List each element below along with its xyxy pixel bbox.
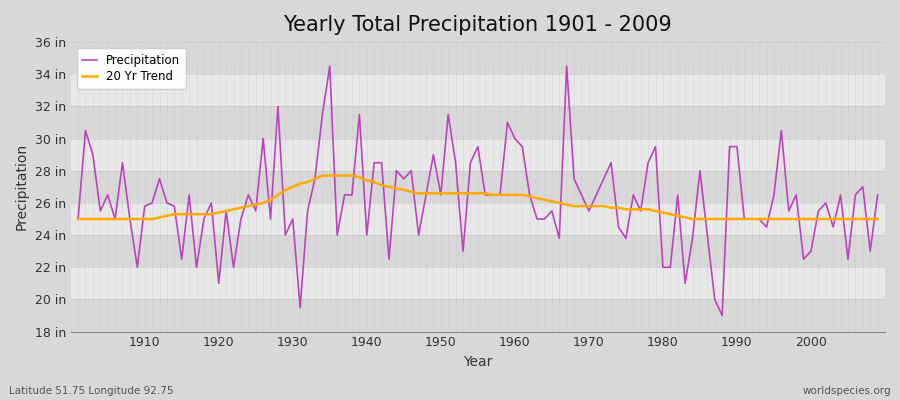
Precipitation (73, 217, 84, 222)
Y-axis label: Precipitation: Precipitation (15, 143, 29, 230)
Bar (71, 139, 885, 171)
20 Yr Trend (73, 217, 84, 222)
Bar (71, 235, 885, 267)
Bar (71, 106, 885, 139)
20 Yr Trend (872, 217, 883, 222)
Bar (71, 267, 885, 300)
Legend: Precipitation, 20 Yr Trend: Precipitation, 20 Yr Trend (76, 48, 186, 89)
Text: worldspecies.org: worldspecies.org (803, 386, 891, 396)
Precipitation (509, 136, 520, 141)
Precipitation (295, 305, 306, 310)
Precipitation (606, 160, 616, 165)
20 Yr Trend (509, 192, 520, 197)
Bar (71, 300, 885, 332)
Precipitation (132, 265, 143, 270)
20 Yr Trend (295, 181, 306, 186)
Precipitation (324, 64, 335, 69)
Bar (71, 42, 885, 74)
Title: Yearly Total Precipitation 1901 - 2009: Yearly Total Precipitation 1901 - 2009 (284, 15, 672, 35)
Precipitation (716, 313, 727, 318)
X-axis label: Year: Year (464, 355, 492, 369)
Bar (71, 74, 885, 106)
20 Yr Trend (606, 205, 616, 210)
20 Yr Trend (346, 173, 357, 178)
Precipitation (517, 144, 527, 149)
Precipitation (346, 192, 357, 197)
20 Yr Trend (517, 192, 527, 197)
Bar (71, 171, 885, 203)
Precipitation (872, 192, 883, 197)
20 Yr Trend (317, 173, 328, 178)
Bar (71, 203, 885, 235)
Text: Latitude 51.75 Longitude 92.75: Latitude 51.75 Longitude 92.75 (9, 386, 174, 396)
20 Yr Trend (132, 217, 143, 222)
Line: 20 Yr Trend: 20 Yr Trend (78, 176, 878, 219)
Line: Precipitation: Precipitation (78, 66, 878, 316)
